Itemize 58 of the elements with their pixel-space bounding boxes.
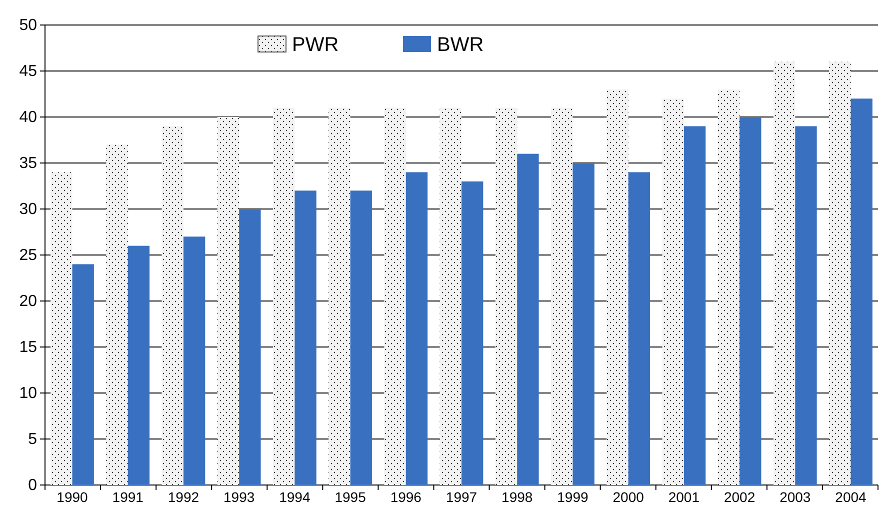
bar [795, 126, 817, 485]
x-tick-label: 2000 [612, 489, 644, 505]
bar [294, 190, 316, 485]
bar [406, 172, 428, 485]
bar [572, 163, 594, 485]
bar [684, 126, 706, 485]
bar [740, 117, 762, 485]
bar [128, 246, 150, 485]
bar [328, 108, 350, 485]
x-tick-label: 1996 [390, 489, 422, 505]
bar [829, 62, 851, 485]
legend-label: BWR [437, 34, 484, 56]
y-tick-label: 20 [19, 293, 38, 310]
bar [628, 172, 650, 485]
y-tick-label: 35 [19, 155, 38, 172]
bar [462, 181, 484, 485]
x-tick-label: 2002 [724, 489, 756, 505]
x-tick-label: 1997 [446, 489, 478, 505]
bar [183, 236, 206, 485]
y-tick-label: 30 [19, 201, 38, 218]
y-tick-label: 10 [19, 385, 38, 402]
x-tick-label: 1990 [56, 489, 88, 505]
x-tick-label: 1991 [112, 489, 144, 505]
legend-label: PWR [292, 34, 339, 56]
bar [384, 108, 406, 485]
y-tick-label: 45 [19, 63, 38, 80]
bar [162, 126, 184, 485]
bar [517, 154, 539, 485]
y-tick-label: 5 [28, 431, 38, 448]
y-tick-label: 50 [19, 17, 38, 34]
bar [606, 89, 628, 485]
bar [718, 89, 740, 485]
y-tick-label: 15 [19, 339, 38, 356]
bar [239, 209, 261, 485]
y-tick-label: 25 [19, 247, 38, 264]
x-tick-label: 2003 [780, 489, 811, 505]
bar [551, 108, 573, 485]
x-tick-label: 1999 [557, 489, 588, 505]
bar [350, 190, 372, 485]
bar [50, 172, 72, 485]
x-tick-label: 1993 [223, 489, 255, 505]
x-tick-label: 2004 [835, 489, 867, 505]
x-tick-label: 1992 [168, 489, 200, 505]
y-tick-label: 0 [28, 477, 38, 494]
bar [850, 98, 872, 485]
bar [440, 108, 462, 485]
x-tick-label: 1998 [502, 489, 533, 505]
y-tick-label: 40 [19, 109, 38, 126]
x-tick-label: 1995 [334, 489, 366, 505]
bar [662, 98, 684, 485]
bar [272, 108, 295, 485]
bar [217, 117, 240, 485]
bar [495, 108, 518, 485]
x-tick-label: 2001 [668, 489, 700, 505]
bar [773, 62, 796, 485]
x-tick-label: 1994 [279, 489, 310, 505]
bar [72, 264, 94, 485]
bar [106, 144, 128, 485]
